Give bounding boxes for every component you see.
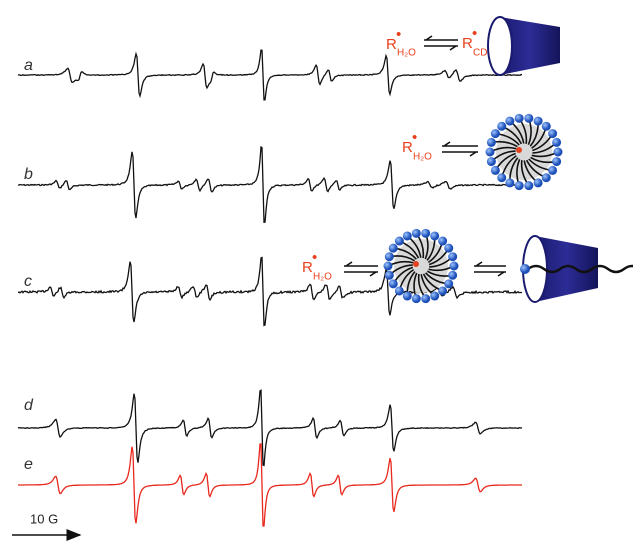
micelle-head: [448, 252, 458, 262]
micelle-head: [444, 243, 454, 253]
micelle-head: [388, 243, 398, 253]
spectrum: [17, 49, 523, 101]
micelle-head: [430, 231, 440, 241]
micelle-head: [384, 252, 394, 262]
micelle-head: [438, 286, 448, 296]
micelle-head: [553, 147, 563, 157]
cyclodextrin: [535, 236, 598, 302]
micelle-head: [505, 178, 515, 188]
micelle-head: [490, 129, 500, 139]
micelle-head: [541, 121, 551, 131]
radical-dot: •: [472, 25, 477, 42]
micelle-head: [411, 228, 421, 238]
micelle: [383, 228, 459, 304]
trace-label: a: [24, 57, 33, 74]
micelle-head: [497, 121, 507, 131]
micelle-head: [430, 291, 440, 301]
micelle-head: [552, 157, 562, 167]
spectrum: [17, 145, 522, 224]
micelle-head: [421, 228, 431, 238]
micelle-head: [438, 236, 448, 246]
scheme-a: R • H₂O R • CD: [386, 16, 560, 76]
micelle-head: [524, 181, 534, 191]
micelle-head: [411, 294, 421, 304]
equilibrium-arrow: [344, 261, 378, 277]
micelle-head: [524, 113, 534, 123]
micelle-head: [486, 137, 496, 147]
scheme-b: R • H₂O: [402, 113, 563, 191]
surfactant-head: [520, 264, 530, 274]
micelle-head: [533, 116, 543, 126]
micelle-head: [514, 181, 524, 191]
scheme-c: R • H₂O: [302, 228, 633, 304]
micelle-head: [394, 286, 404, 296]
micelle-head: [421, 294, 431, 304]
micelle-head: [552, 137, 562, 147]
surfactant-tail: [527, 264, 633, 274]
spectrum: [18, 443, 522, 527]
scale-label: 10 G: [30, 511, 58, 526]
micelle-head: [449, 261, 459, 271]
probe: [516, 147, 522, 153]
micelle-head: [485, 147, 495, 157]
micelle-head: [514, 113, 524, 123]
micelle-head: [490, 165, 500, 175]
micelle-head: [541, 173, 551, 183]
equilibrium-arrow: [424, 35, 458, 51]
trace-label: b: [24, 166, 33, 183]
micelle: [485, 113, 563, 191]
cyclodextrin: [500, 17, 560, 75]
micelle-head: [444, 279, 454, 289]
micelle-head: [448, 270, 458, 280]
subscript: H₂O: [313, 272, 332, 283]
equilibrium-arrow: [474, 261, 506, 277]
trace-label: e: [24, 456, 33, 473]
micelle-head: [388, 279, 398, 289]
probe: [413, 261, 419, 267]
micelle-head: [402, 231, 412, 241]
radical: R: [402, 139, 413, 156]
cd-rim: [487, 16, 513, 76]
micelle-head: [486, 157, 496, 167]
radical: R: [462, 35, 473, 52]
micelle-head: [383, 261, 393, 271]
spectra: [17, 49, 523, 527]
micelle-head: [394, 236, 404, 246]
micelle-head: [402, 291, 412, 301]
micelle-head: [548, 129, 558, 139]
radical-dot: •: [396, 26, 401, 43]
micelle-head: [505, 116, 515, 126]
subscript: CD: [473, 48, 487, 59]
equilibrium-arrow: [442, 141, 478, 157]
subscript: H₂O: [413, 152, 432, 163]
trace-label: c: [24, 273, 32, 290]
radical: R: [302, 259, 313, 276]
spectrum: [17, 389, 523, 467]
micelle-head: [533, 178, 543, 188]
micelle-head: [497, 173, 507, 183]
trace-label: d: [24, 397, 34, 414]
micelle-head: [384, 270, 394, 280]
radical-dot: •: [312, 249, 317, 266]
subscript: H₂O: [397, 48, 416, 59]
radical: R: [386, 36, 397, 53]
radical-dot: •: [412, 129, 417, 146]
micelle-head: [548, 165, 558, 175]
